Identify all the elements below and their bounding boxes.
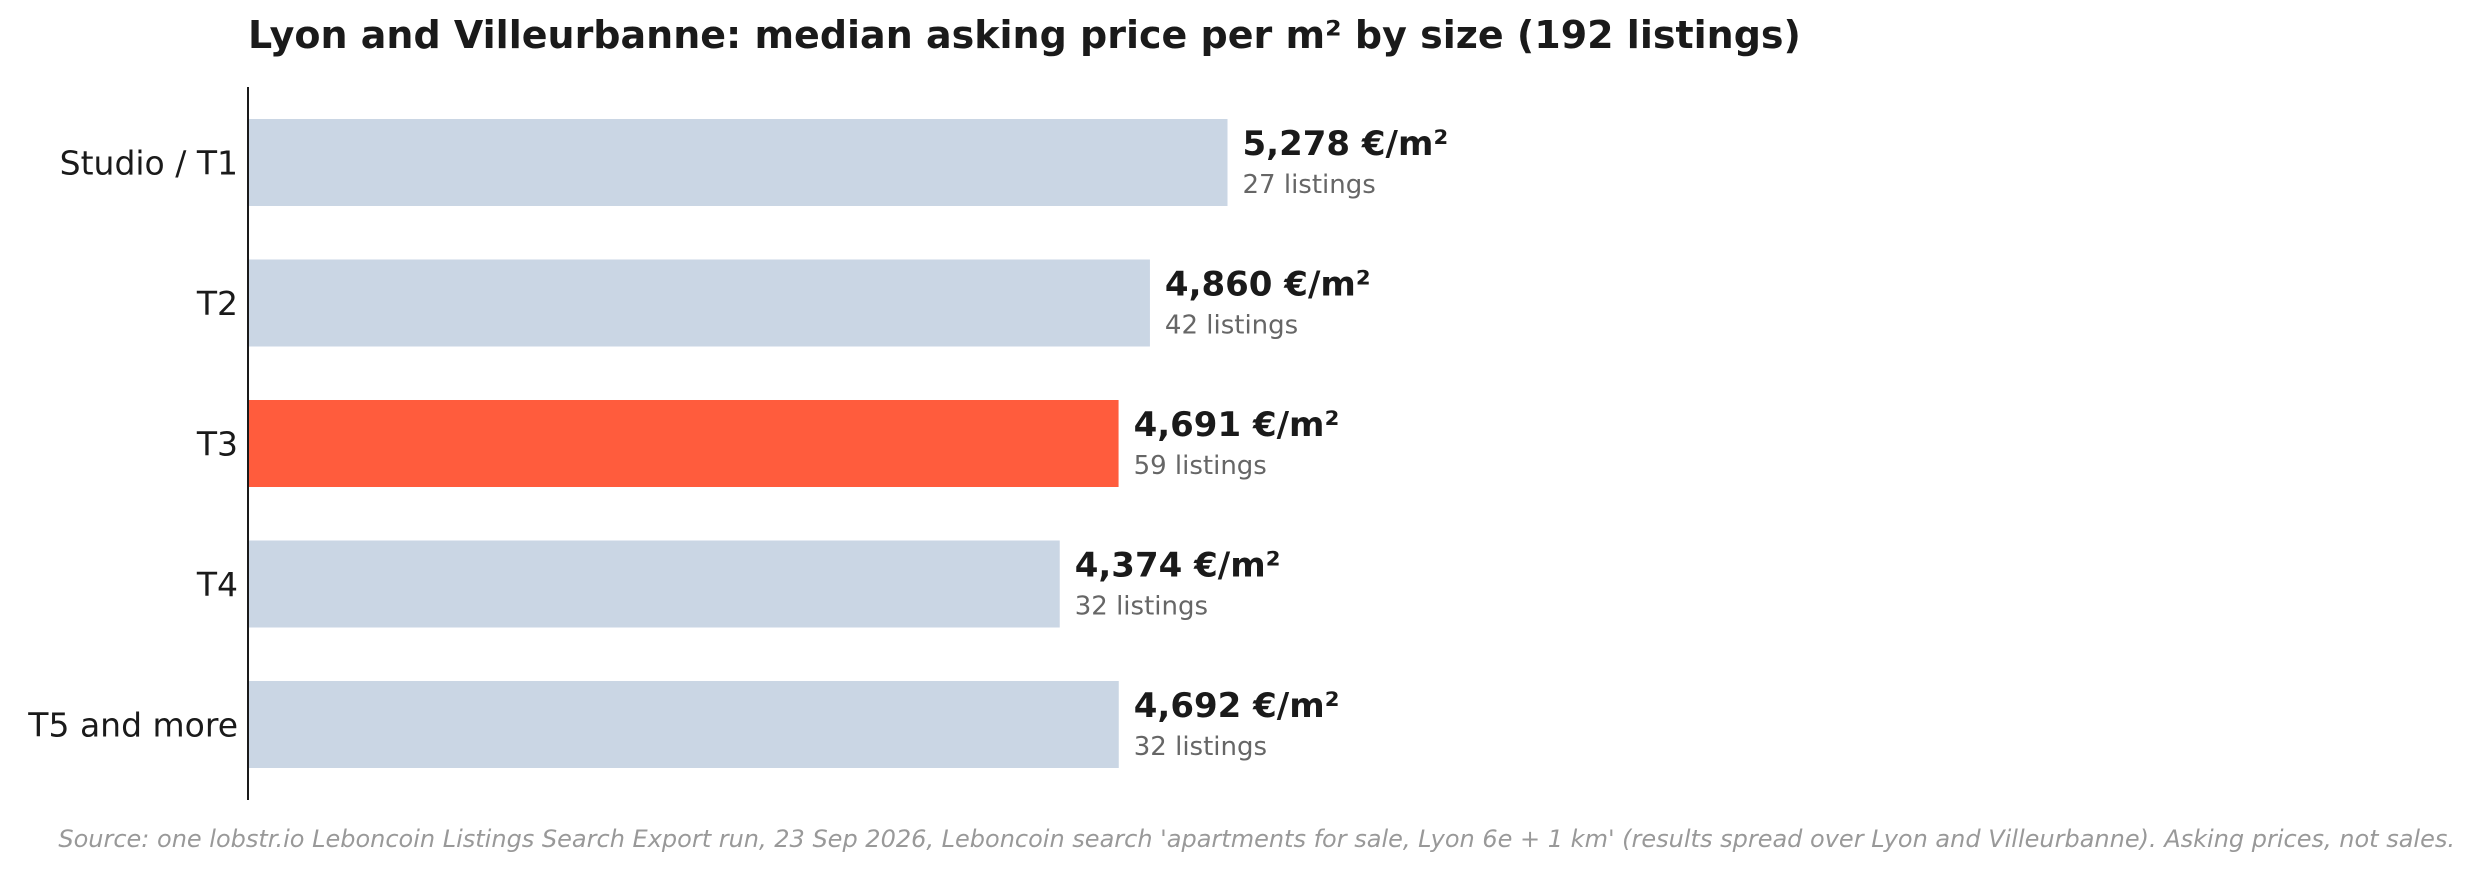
bar-2 xyxy=(248,400,1119,487)
bars-layer: Studio / T1 5,278 €/m² 27 listings T2 4,860 … xyxy=(27,119,1448,768)
value-label: 4,374 €/m² xyxy=(1075,546,1281,586)
count-label: 27 listings xyxy=(1243,170,1376,200)
bar-1 xyxy=(248,259,1150,347)
bar-4 xyxy=(248,681,1119,768)
count-label: 59 listings xyxy=(1134,451,1267,481)
count-label: 32 listings xyxy=(1134,732,1267,762)
value-label: 5,278 €/m² xyxy=(1243,124,1449,164)
chart-title: Lyon and Villeurbanne: median asking pri… xyxy=(248,13,1801,57)
category-label: T4 xyxy=(196,565,238,604)
bar-3 xyxy=(248,540,1060,628)
category-label: Studio / T1 xyxy=(60,144,238,183)
value-label: 4,692 €/m² xyxy=(1134,686,1340,726)
count-label: 32 listings xyxy=(1075,592,1208,622)
bar-0 xyxy=(248,119,1228,206)
source-note: Source: one lobstr.io Leboncoin Listings… xyxy=(58,825,2455,853)
value-label: 4,860 €/m² xyxy=(1165,265,1371,305)
count-label: 42 listings xyxy=(1165,311,1298,341)
category-label: T3 xyxy=(196,425,238,464)
category-label: T2 xyxy=(196,284,238,323)
value-label: 4,691 €/m² xyxy=(1134,405,1340,445)
category-label: T5 and more xyxy=(27,706,238,745)
